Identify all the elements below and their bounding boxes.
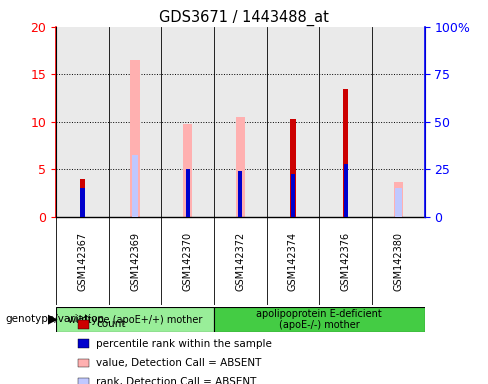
Bar <box>372 27 425 217</box>
Bar <box>132 155 139 217</box>
Text: rank, Detection Call = ABSENT: rank, Detection Call = ABSENT <box>96 377 257 384</box>
Bar <box>214 27 266 217</box>
Text: GSM142374: GSM142374 <box>288 232 298 291</box>
Text: GSM142370: GSM142370 <box>183 232 193 291</box>
Bar <box>80 179 85 217</box>
Text: apolipoprotein E-deficient
(apoE-/-) mother: apolipoprotein E-deficient (apoE-/-) mot… <box>256 309 382 331</box>
Bar <box>130 60 140 217</box>
Text: GSM142372: GSM142372 <box>235 232 245 291</box>
Text: GSM142376: GSM142376 <box>341 232 350 291</box>
Bar <box>162 27 214 217</box>
Bar <box>343 89 348 217</box>
Bar <box>238 171 243 217</box>
Text: wildtype (apoE+/+) mother: wildtype (apoE+/+) mother <box>68 314 202 325</box>
Bar <box>183 124 192 217</box>
Bar <box>344 164 348 217</box>
Text: genotype/variation: genotype/variation <box>5 314 104 324</box>
Bar <box>109 27 162 217</box>
Bar <box>291 174 295 217</box>
Bar <box>214 307 425 332</box>
Text: GSM142380: GSM142380 <box>393 232 403 291</box>
Bar <box>319 27 372 217</box>
Bar <box>185 169 190 217</box>
Bar <box>266 27 319 217</box>
Text: percentile rank within the sample: percentile rank within the sample <box>96 339 272 349</box>
Text: value, Detection Call = ABSENT: value, Detection Call = ABSENT <box>96 358 262 368</box>
Bar <box>56 307 214 332</box>
Bar <box>290 119 296 217</box>
Bar <box>56 27 109 217</box>
Bar <box>81 189 84 217</box>
Text: count: count <box>96 319 125 329</box>
Bar <box>395 189 402 217</box>
Text: GDS3671 / 1443488_at: GDS3671 / 1443488_at <box>159 10 329 26</box>
Text: ▶: ▶ <box>48 312 58 325</box>
Bar <box>393 182 403 217</box>
Text: GSM142369: GSM142369 <box>130 232 140 291</box>
Text: GSM142367: GSM142367 <box>78 232 87 291</box>
Bar <box>236 117 245 217</box>
